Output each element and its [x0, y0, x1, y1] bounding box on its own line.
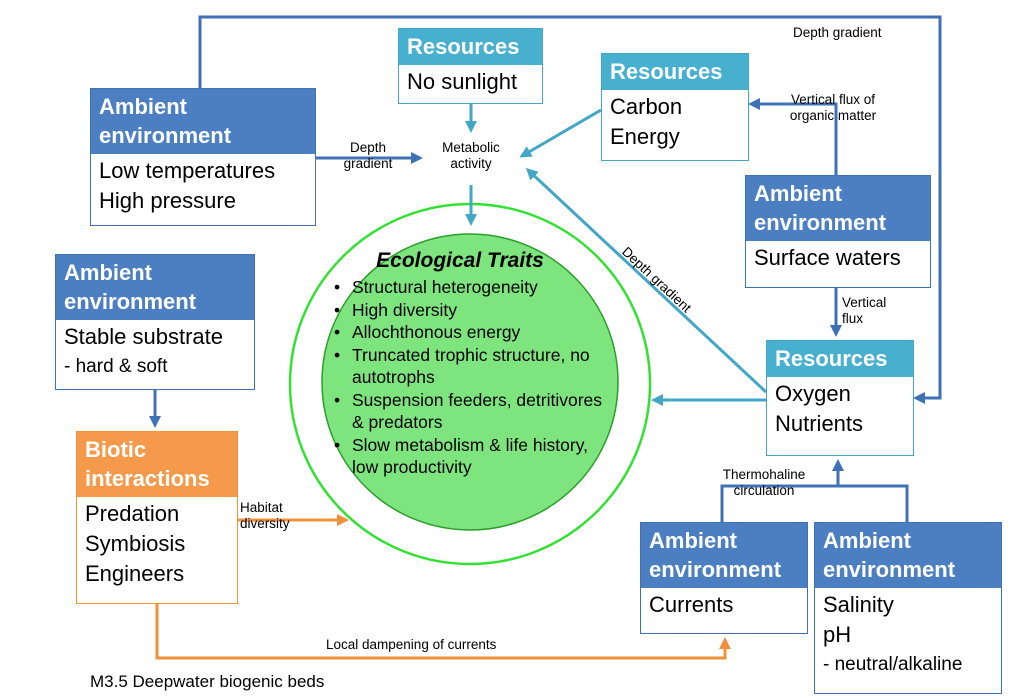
- box-text: Currents: [649, 592, 734, 617]
- resources-header: Resources: [399, 29, 542, 65]
- ambient-header: Ambient environment: [56, 255, 254, 320]
- trait-item: Structural heterogeneity: [332, 276, 608, 299]
- depth-gradient-top-arrow: [198, 15, 942, 404]
- trait-item: Slow metabolism & life history, low prod…: [332, 434, 608, 479]
- biotic-interactions-box: Biotic interactions Predation Symbiosis …: [76, 431, 238, 604]
- traits-title: Ecological Traits: [376, 249, 544, 272]
- box-text: Predation: [85, 501, 180, 526]
- box-text: High pressure: [99, 188, 236, 213]
- ambient-substrate-box: Ambient environment Stable substrate - h…: [55, 254, 255, 390]
- resources-sunlight-box: Resources No sunlight: [398, 28, 543, 104]
- ambient-header: Ambient environment: [91, 89, 315, 154]
- box-text: Stable substrate: [64, 324, 223, 349]
- ecological-traits: Ecological Traits Structural heterogenei…: [332, 248, 608, 558]
- resources-header: Resources: [602, 54, 748, 90]
- label-depth-gradient-top: Depth gradient: [793, 25, 882, 40]
- label-local-dampening: Local dampening of currents: [326, 637, 497, 652]
- biotic-header: Biotic interactions: [77, 432, 237, 497]
- label-thermohaline: Thermohaline circulation: [722, 467, 806, 498]
- box-text: pH: [823, 622, 852, 647]
- label-habitat-diversity: Habitat diversity: [240, 500, 290, 531]
- box-text: - hard & soft: [64, 356, 168, 377]
- box-text: Surface waters: [754, 245, 901, 270]
- ambient-currents-box: Ambient environment Currents: [640, 522, 808, 634]
- depth-gradient-diag-arrow: [525, 167, 768, 394]
- vertical-flux-organic-arrow: [748, 98, 838, 175]
- carbon-arrow: [519, 108, 602, 158]
- label-depth-gradient-left: Depth gradient: [343, 140, 393, 171]
- box-text: Oxygen: [775, 381, 851, 406]
- resources-header: Resources: [767, 341, 913, 377]
- ambient-header: Ambient environment: [815, 523, 1001, 588]
- local-dampening-arrow: [155, 604, 731, 660]
- box-text: Carbon: [610, 94, 683, 119]
- label-vertical-flux: Vertical flux: [842, 295, 887, 326]
- thermohaline-arrow: [720, 484, 909, 522]
- box-text: - neutral/alkaline: [823, 654, 963, 675]
- box-text: Low temperatures: [99, 158, 276, 183]
- traits-list: Structural heterogeneity High diversity …: [332, 276, 608, 479]
- box-text: Engineers: [85, 561, 185, 586]
- ambient-surface-box: Ambient environment Surface waters: [745, 175, 931, 288]
- ambient-header: Ambient environment: [746, 176, 930, 241]
- resources-oxygen-box: Resources Oxygen Nutrients: [766, 340, 914, 456]
- label-metabolic-activity: Metabolic activity: [442, 140, 500, 171]
- trait-item: Allochthonous energy: [332, 321, 608, 344]
- trait-item: High diversity: [332, 299, 608, 322]
- resources-carbon-box: Resources Carbon Energy: [601, 53, 749, 161]
- box-text: Symbiosis: [85, 531, 186, 556]
- box-text: Energy: [610, 124, 680, 149]
- box-text: Salinity: [823, 592, 894, 617]
- label-vertical-flux-organic: Vertical flux of organic matter: [789, 92, 877, 123]
- trait-item: Truncated trophic structure, no autotrop…: [332, 344, 608, 389]
- box-text: Nutrients: [775, 411, 864, 436]
- trait-item: Suspension feeders, detritivores & preda…: [332, 389, 608, 434]
- footer-caption: M3.5 Deepwater biogenic beds: [90, 672, 325, 691]
- ambient-header: Ambient environment: [641, 523, 807, 588]
- ambient-temperature-box: Ambient environment Low temperatures Hig…: [90, 88, 316, 226]
- ambient-salinity-box: Ambient environment Salinity pH - neutra…: [814, 522, 1002, 694]
- box-text: No sunlight: [407, 69, 518, 94]
